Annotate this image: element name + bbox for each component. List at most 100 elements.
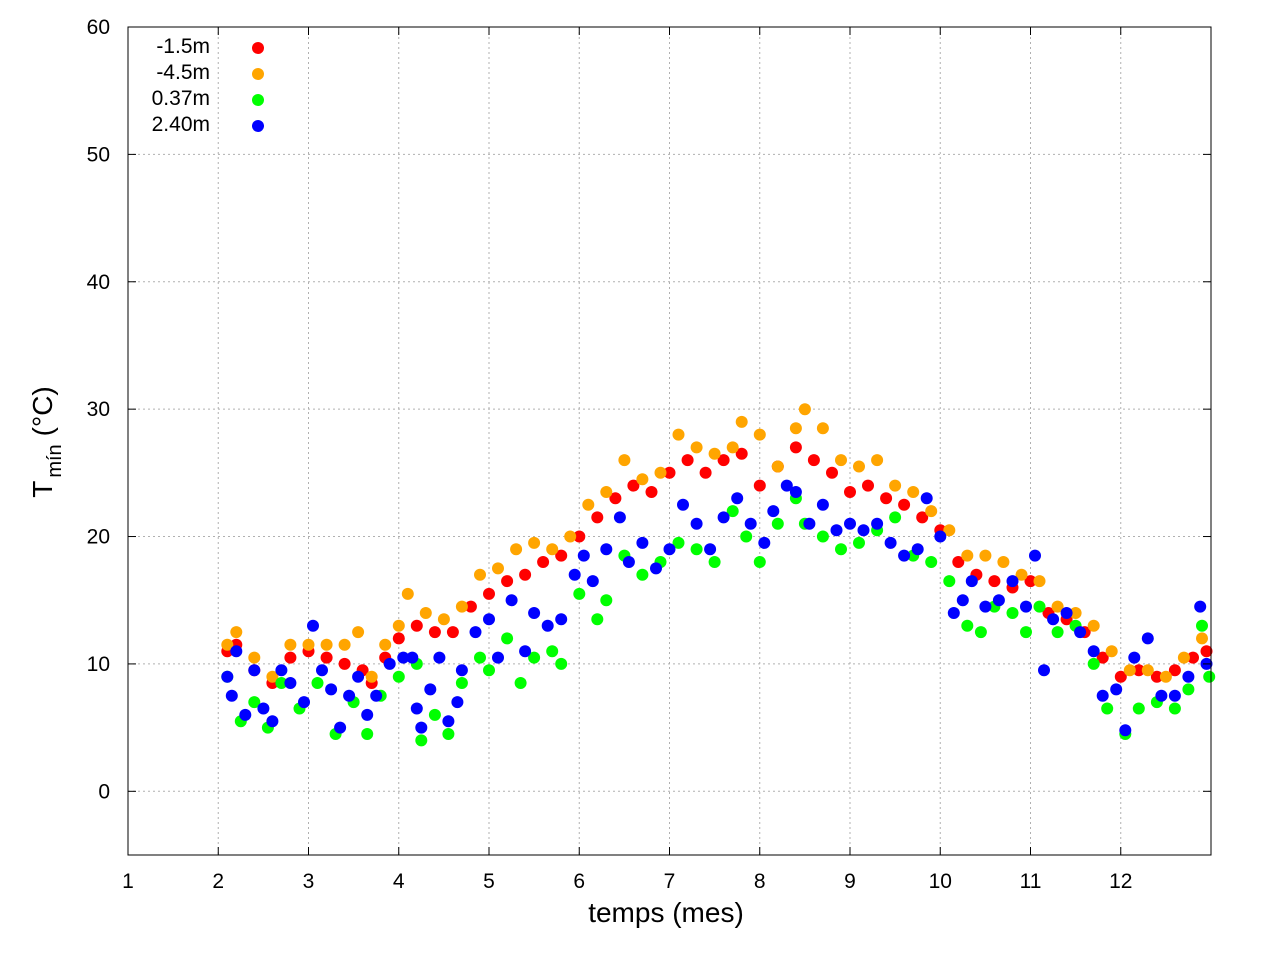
data-point <box>1168 689 1181 702</box>
data-point <box>1114 670 1127 683</box>
data-point <box>789 486 802 498</box>
data-point <box>1200 645 1213 658</box>
data-point <box>483 613 495 626</box>
data-point <box>591 511 604 524</box>
data-point <box>455 600 468 613</box>
data-point <box>230 626 243 639</box>
data-point <box>731 492 744 505</box>
y-axis-title-main: T <box>27 481 58 498</box>
data-point <box>835 543 847 556</box>
data-point <box>221 670 234 683</box>
y-axis-title-subscript: mín <box>44 444 66 477</box>
data-point <box>857 524 870 537</box>
legend-marker <box>252 68 264 80</box>
data-point <box>699 466 712 479</box>
data-point <box>1177 651 1190 664</box>
data-point <box>979 549 992 562</box>
data-point <box>501 632 514 645</box>
data-point <box>1150 670 1163 683</box>
data-point <box>889 511 902 524</box>
data-point <box>1006 607 1019 619</box>
x-tick-label: 11 <box>1020 870 1042 893</box>
legend-entry: 2.40m <box>152 113 264 136</box>
data-point <box>1128 651 1141 664</box>
data-point <box>753 479 766 492</box>
data-point <box>257 702 270 715</box>
data-point <box>920 492 933 505</box>
data-point <box>880 492 893 505</box>
data-point <box>442 728 455 740</box>
y-tick-label: 0 <box>98 780 110 803</box>
data-point <box>1123 664 1136 677</box>
data-point <box>352 670 365 683</box>
data-point <box>844 517 856 530</box>
x-tick-label: 9 <box>844 870 856 893</box>
x-tick-label: 4 <box>393 870 405 893</box>
data-point <box>230 645 243 658</box>
data-point <box>650 562 662 575</box>
data-point <box>1029 549 1041 562</box>
data-point <box>275 677 288 689</box>
data-point <box>284 677 297 689</box>
data-point <box>419 607 432 619</box>
data-point <box>284 651 297 664</box>
data-point <box>1119 724 1132 737</box>
data-point <box>555 613 568 626</box>
legend-label: 0.37m <box>152 87 210 110</box>
data-point <box>1038 664 1050 677</box>
data-point <box>816 498 829 511</box>
data-point <box>717 511 730 524</box>
legend-entry: -4.5m <box>156 61 264 84</box>
y-tick-label: 50 <box>87 143 110 166</box>
data-point <box>645 486 658 498</box>
data-point <box>1051 626 1064 639</box>
data-point <box>573 530 586 543</box>
data-point <box>627 479 640 492</box>
data-point <box>302 638 315 651</box>
data-point <box>871 517 884 530</box>
data-point <box>1006 575 1019 588</box>
data-point <box>636 536 649 549</box>
data-point <box>690 543 703 556</box>
data-point <box>266 670 279 683</box>
data-point <box>934 530 947 543</box>
data-point <box>383 657 396 670</box>
data-point <box>1096 689 1109 702</box>
data-point <box>464 600 477 613</box>
data-point <box>298 696 310 709</box>
legend-marker <box>252 94 264 106</box>
grid <box>128 27 1211 855</box>
data-point <box>992 594 1005 607</box>
data-point <box>826 466 838 479</box>
data-point <box>654 466 667 479</box>
y-tick-label: 60 <box>87 16 110 39</box>
data-point <box>947 607 960 619</box>
data-point <box>352 626 365 639</box>
data-point <box>1187 651 1199 664</box>
data-point <box>961 549 974 562</box>
data-point <box>555 549 568 562</box>
data-point <box>483 587 495 600</box>
data-point <box>469 626 482 639</box>
data-point <box>830 524 843 537</box>
data-point <box>956 594 969 607</box>
data-point <box>546 543 559 556</box>
data-point <box>1182 683 1195 696</box>
data-point <box>943 524 956 537</box>
data-point <box>320 638 333 651</box>
data-point <box>1196 619 1208 632</box>
data-point <box>1168 702 1181 715</box>
data-point <box>1132 702 1145 715</box>
legend-label: -1.5m <box>156 35 210 58</box>
data-point <box>1196 632 1208 645</box>
data-point <box>636 568 649 581</box>
data-point <box>1015 568 1028 581</box>
data-point <box>1159 670 1172 683</box>
data-point <box>410 702 423 715</box>
data-point <box>248 651 261 664</box>
data-point <box>726 505 739 518</box>
data-point <box>925 556 938 568</box>
data-point <box>1087 657 1100 670</box>
data-point <box>334 721 347 734</box>
data-point <box>717 454 730 467</box>
